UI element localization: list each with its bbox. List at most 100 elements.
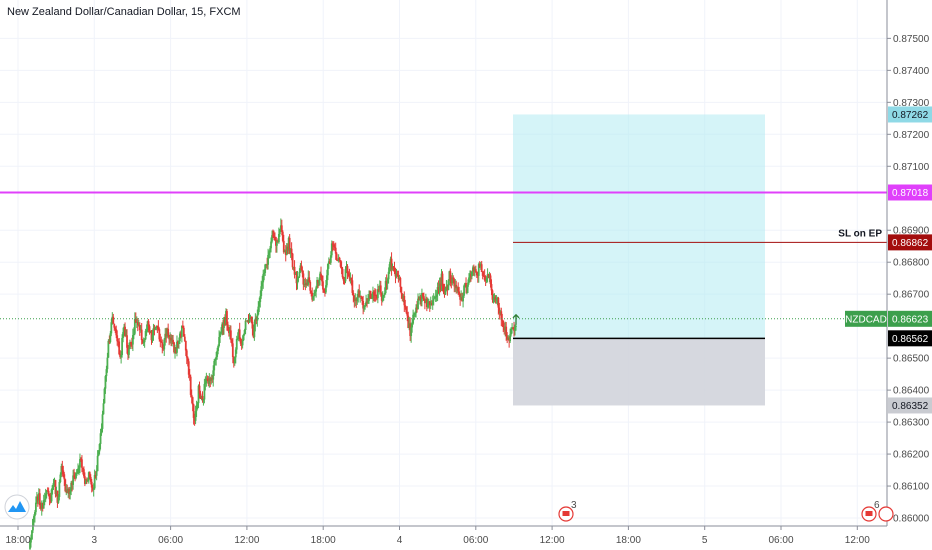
candle-body [491, 290, 494, 300]
candle-body [295, 274, 298, 284]
candle-body [342, 277, 345, 281]
candle-body [200, 396, 203, 398]
candle-body [165, 333, 168, 337]
candle-body [465, 282, 467, 288]
candle-body [500, 311, 503, 320]
candle-body [310, 290, 313, 293]
candle-body [504, 326, 507, 331]
candle-body [436, 287, 439, 295]
candle-body [372, 291, 374, 299]
candle-body [299, 265, 302, 272]
chart-title: New Zealand Dollar/Canadian Dollar, 15, … [7, 6, 241, 18]
candle-body [330, 243, 333, 256]
price-tag [888, 330, 932, 347]
candle-body [158, 329, 161, 340]
y-tick-label: 0.86100 [893, 482, 930, 493]
candle-body [466, 286, 468, 288]
candle-body [69, 491, 72, 494]
loss-zone[interactable] [513, 338, 765, 406]
candle-body [335, 253, 338, 261]
candle-body [276, 241, 278, 246]
candle-body [119, 354, 122, 358]
candle-body [183, 336, 186, 341]
price-axis[interactable]: 0.87500 0.87400 0.87300 0.87200 0.87100 0.869… [886, 0, 932, 550]
candle-body [113, 323, 116, 328]
logo-icon[interactable] [4, 494, 30, 520]
candle-body [80, 459, 82, 460]
candle-body [308, 277, 311, 282]
candle-body [91, 487, 94, 490]
candle-body [280, 225, 283, 232]
candle-body [74, 476, 76, 479]
candle-body [207, 379, 210, 384]
candle-body [240, 343, 243, 346]
candle-body [338, 257, 341, 261]
candle-body [348, 273, 351, 279]
candle-body [290, 248, 293, 254]
candle-body [424, 299, 427, 304]
candle-body [422, 293, 424, 297]
candle-body [144, 330, 147, 340]
x-tick-label: 5 [702, 535, 708, 546]
candle-body [129, 342, 131, 350]
candle-body [83, 476, 86, 484]
candle-body [482, 275, 485, 277]
candle-body [363, 306, 366, 309]
candle-body [509, 334, 512, 342]
candle-body [437, 287, 440, 290]
candle-body [510, 328, 513, 335]
candle-body [513, 328, 515, 331]
candle-body [261, 282, 264, 287]
candle-body [174, 349, 176, 353]
candle-body [407, 315, 410, 328]
time-axis[interactable]: 18:00 3 06:00 12:00 18:00 4 06:00 12:00 18:00 5 06… [0, 525, 887, 546]
x-tick-label: 12:00 [540, 535, 565, 546]
candle-body [228, 330, 231, 334]
flag-icon [562, 511, 570, 516]
candle-body [35, 496, 38, 503]
candle-body [409, 323, 412, 337]
price-tag [888, 234, 932, 251]
candle-body [347, 273, 350, 274]
candle-body [57, 496, 60, 503]
y-tick-label: 0.86300 [893, 418, 930, 429]
candle-body [77, 468, 79, 470]
candle-body [403, 295, 406, 306]
candle-body [46, 490, 49, 492]
candle-body [297, 276, 300, 278]
candle-body [434, 296, 437, 298]
candle-body [198, 385, 201, 394]
candle-body [398, 277, 401, 279]
candle-body [459, 293, 462, 300]
candle-body [489, 275, 492, 285]
candle-body [39, 505, 42, 509]
position-zones[interactable] [513, 114, 887, 406]
candle-body [463, 285, 465, 296]
candle-body [453, 279, 456, 287]
candle-body [109, 333, 112, 343]
candle-body [378, 285, 381, 291]
candle-body [185, 350, 188, 358]
candle-body [285, 246, 288, 255]
event-flag-icon[interactable] [878, 506, 894, 522]
candle-body [233, 357, 236, 364]
candle-body [126, 335, 128, 348]
candle-body [498, 307, 501, 314]
candle-body [62, 470, 65, 475]
candle-body [314, 291, 317, 294]
candle-body [432, 298, 435, 301]
candle-body [486, 274, 489, 279]
profit-zone[interactable] [513, 114, 765, 339]
candle-body [288, 237, 291, 254]
candle-body [380, 292, 383, 301]
candle-body [59, 474, 62, 483]
candle-body [55, 490, 58, 495]
candle-body [237, 329, 240, 338]
candle-body [159, 339, 162, 341]
candle-body [300, 265, 303, 271]
candle-body [162, 347, 165, 350]
candle-body [50, 489, 53, 502]
candle-body [452, 277, 455, 280]
